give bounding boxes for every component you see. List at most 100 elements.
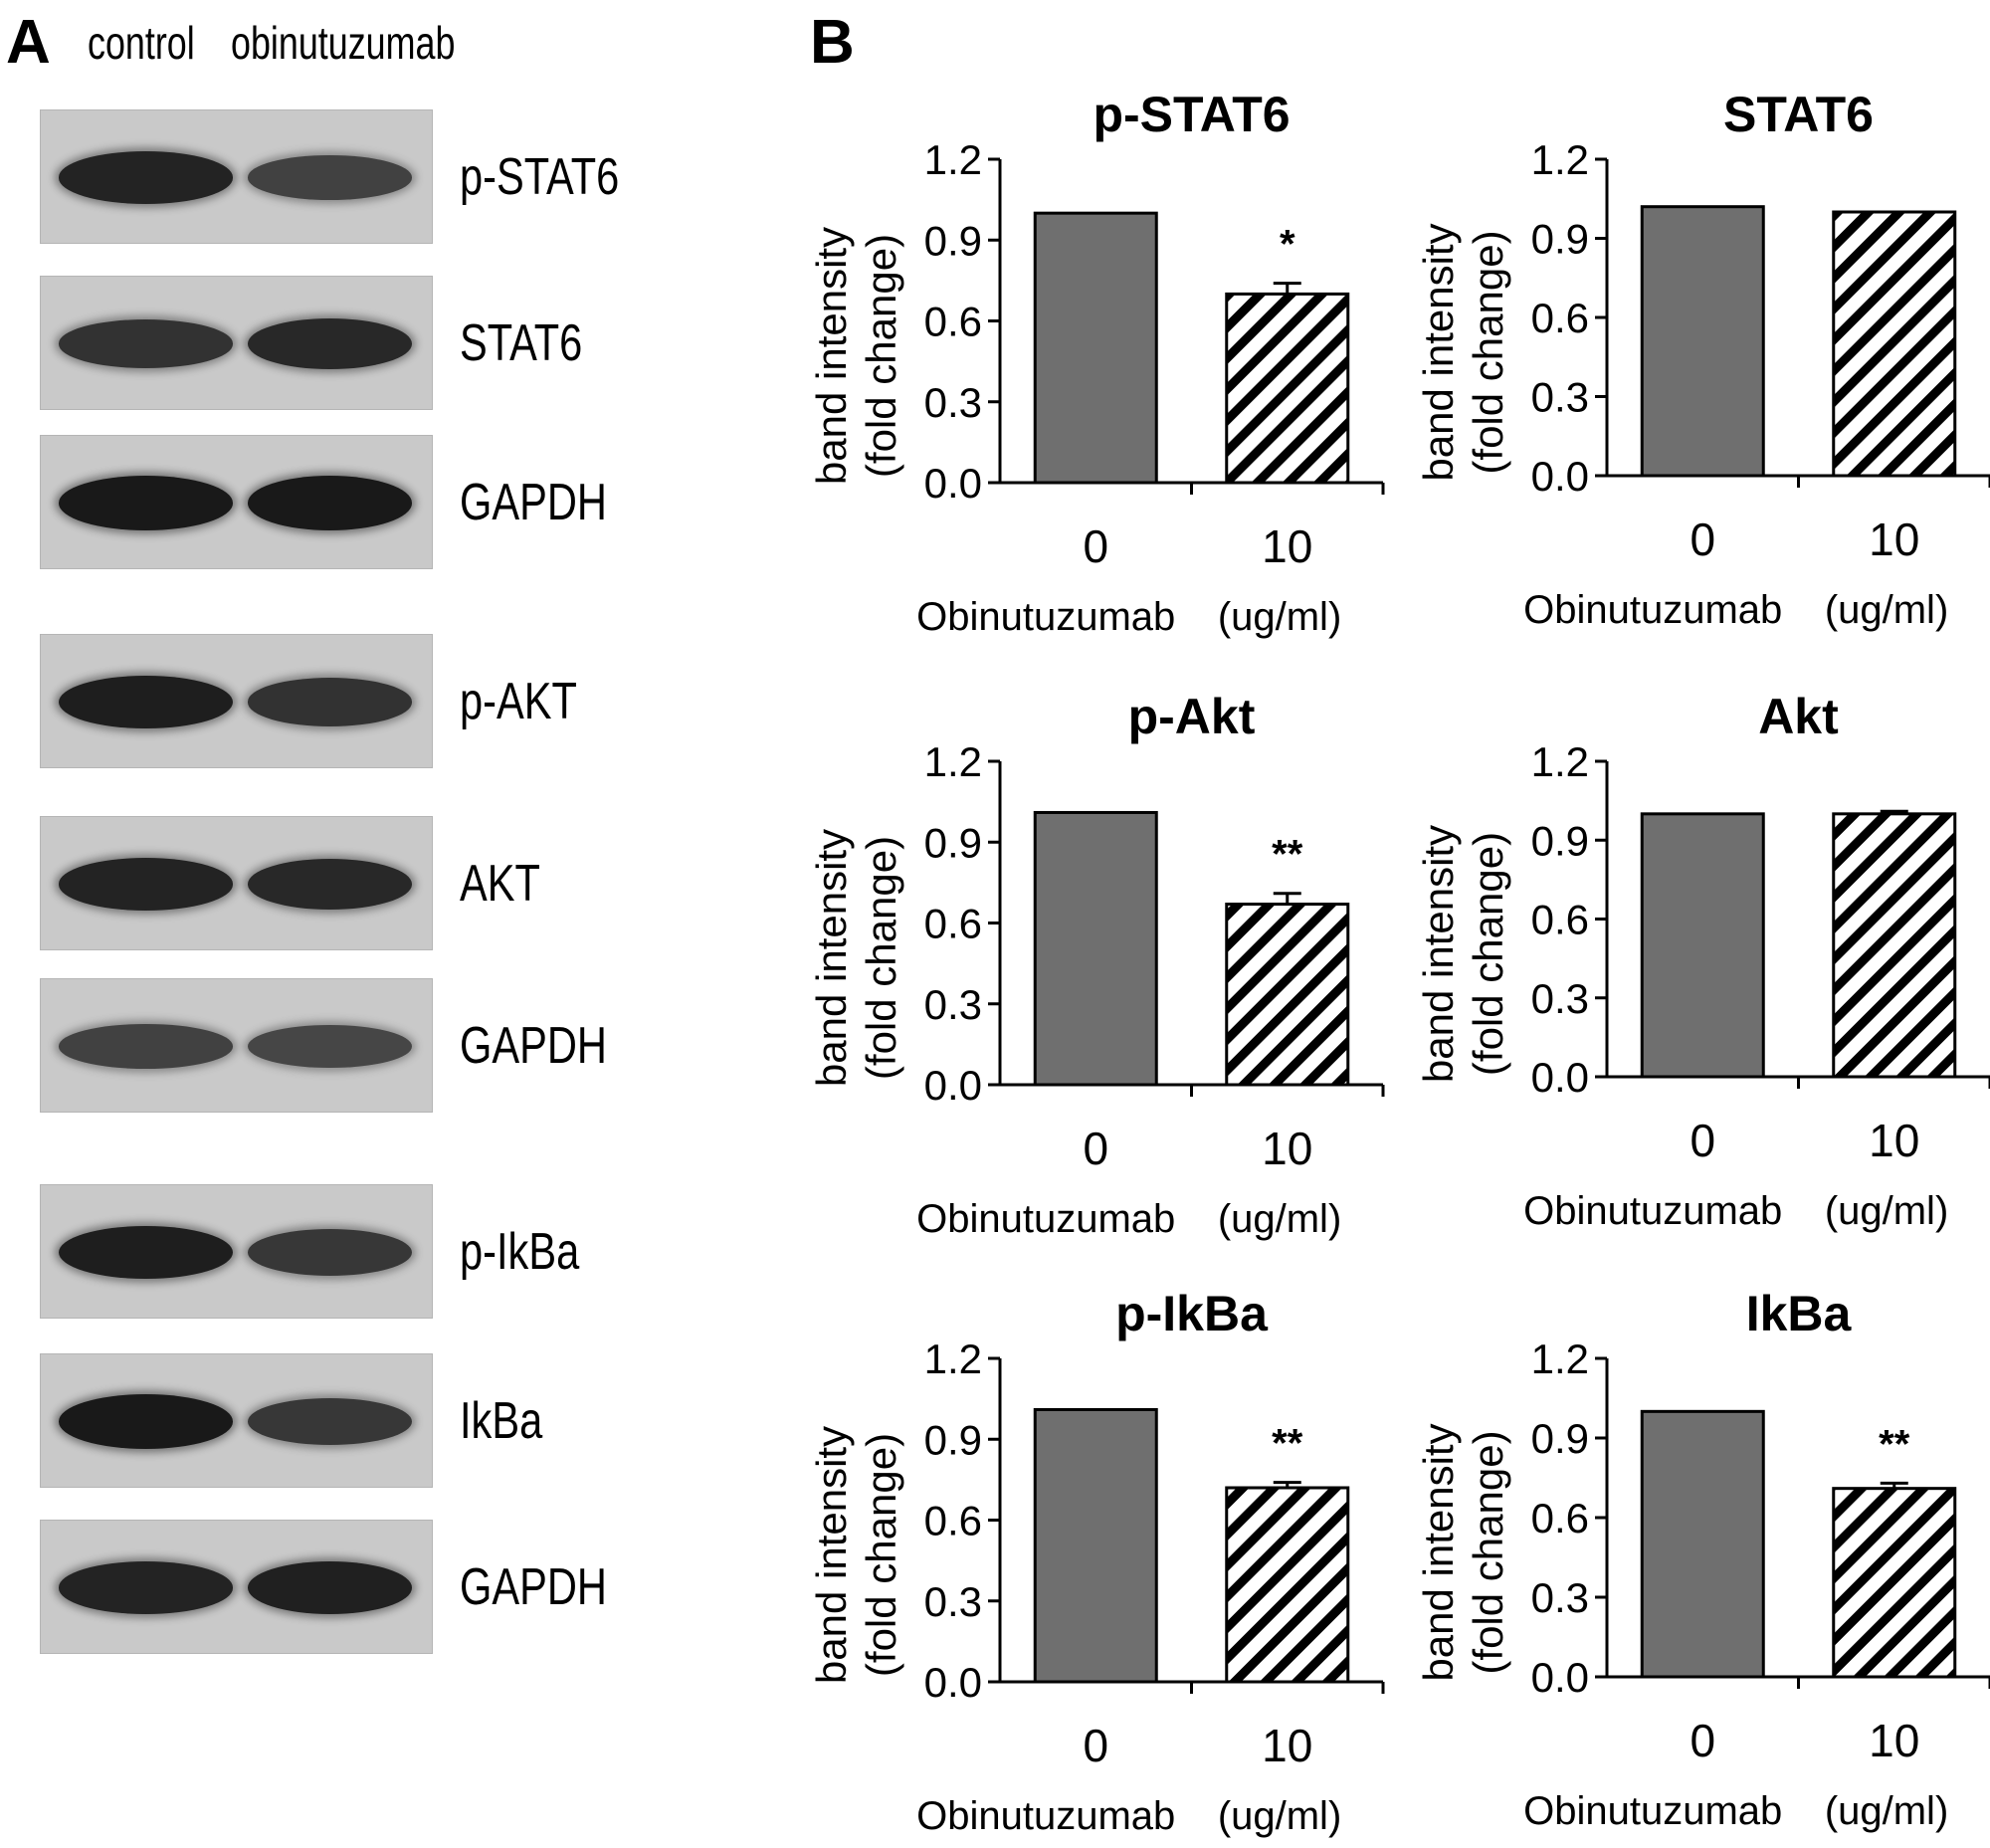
chart-title: Akt bbox=[1758, 689, 1839, 744]
blot-label: GAPDH bbox=[460, 473, 607, 531]
x-axis-label: Obinutuzumab bbox=[1523, 1789, 1782, 1833]
band-treated bbox=[248, 1398, 412, 1445]
bar-control bbox=[1033, 810, 1158, 1087]
x-axis-unit: (ug/ml) bbox=[1825, 588, 1948, 632]
x-tick-label: 10 bbox=[1262, 1720, 1312, 1771]
x-tick-label: 10 bbox=[1262, 520, 1312, 572]
y-tick-label: 0.9 bbox=[1531, 216, 1589, 263]
y-axis-label: band intensity bbox=[808, 1426, 855, 1684]
y-tick-label: 0.3 bbox=[1531, 374, 1589, 421]
y-axis-label-units: (fold change) bbox=[1465, 230, 1511, 474]
band-control bbox=[59, 319, 233, 368]
y-tick-label: 0.9 bbox=[1531, 1415, 1589, 1462]
x-axis-label: Obinutuzumab bbox=[916, 595, 1175, 639]
band-treated bbox=[248, 476, 412, 530]
y-tick-label: 0.0 bbox=[1531, 453, 1589, 500]
y-tick-label: 0.0 bbox=[1531, 1654, 1589, 1701]
y-axis-label: band intensity bbox=[808, 227, 855, 485]
y-tick-label: 1.2 bbox=[924, 738, 982, 785]
y-tick-label: 1.2 bbox=[1531, 136, 1589, 183]
blot-strip bbox=[40, 435, 433, 569]
x-tick-label: 0 bbox=[1690, 513, 1715, 565]
x-tick-label: 0 bbox=[1690, 1715, 1715, 1766]
bar-treated bbox=[1832, 210, 1957, 478]
x-axis-unit: (ug/ml) bbox=[1218, 1794, 1341, 1838]
band-treated bbox=[248, 1561, 412, 1614]
y-axis-label-units: (fold change) bbox=[1465, 832, 1511, 1076]
blot-label: GAPDH bbox=[460, 1016, 607, 1075]
x-tick-label: 10 bbox=[1262, 1123, 1312, 1174]
bar-control bbox=[1033, 211, 1158, 485]
y-tick-label: 0.3 bbox=[924, 379, 982, 426]
x-tick-label: 0 bbox=[1083, 1720, 1108, 1771]
x-axis-label: Obinutuzumab bbox=[1523, 1189, 1782, 1233]
x-tick-label: 0 bbox=[1083, 520, 1108, 572]
bar-treated bbox=[1225, 903, 1350, 1087]
y-axis-label: band intensity bbox=[1415, 1423, 1462, 1681]
x-tick-label: 10 bbox=[1869, 1115, 1919, 1166]
blot-label: GAPDH bbox=[460, 1557, 607, 1616]
y-axis-label: band intensity bbox=[808, 829, 855, 1087]
y-axis-label: band intensity bbox=[1415, 223, 1462, 481]
blot-label: AKT bbox=[460, 854, 540, 913]
panel-a-letter: A bbox=[6, 8, 51, 77]
band-control bbox=[59, 151, 233, 204]
blot-label: STAT6 bbox=[460, 313, 583, 372]
bar-control bbox=[1640, 1409, 1765, 1679]
x-tick-label: 0 bbox=[1083, 1123, 1108, 1174]
band-treated bbox=[248, 1025, 412, 1068]
significance-marker: ** bbox=[1879, 1422, 1910, 1466]
bar-control bbox=[1640, 205, 1765, 478]
band-treated bbox=[248, 1229, 412, 1276]
band-treated bbox=[248, 859, 412, 910]
x-axis-label: Obinutuzumab bbox=[916, 1794, 1175, 1838]
bar-treated bbox=[1225, 292, 1350, 485]
x-tick-label: 0 bbox=[1690, 1115, 1715, 1166]
chart-title: IkBa bbox=[1746, 1286, 1853, 1341]
y-tick-label: 1.2 bbox=[1531, 1335, 1589, 1382]
chart-title: STAT6 bbox=[1723, 87, 1874, 142]
y-tick-label: 0.6 bbox=[1531, 897, 1589, 943]
band-treated bbox=[248, 318, 412, 369]
y-tick-label: 0.6 bbox=[1531, 295, 1589, 341]
bar-treated bbox=[1832, 1487, 1957, 1679]
x-tick-label: 10 bbox=[1869, 513, 1919, 565]
chart-title: p-Akt bbox=[1128, 689, 1256, 744]
blot-strip bbox=[40, 978, 433, 1113]
band-treated bbox=[248, 678, 412, 726]
blot-strip bbox=[40, 816, 433, 950]
blot-label: p-AKT bbox=[460, 672, 577, 730]
panel-b-letter: B bbox=[810, 8, 855, 77]
y-tick-label: 0.0 bbox=[924, 1659, 982, 1706]
significance-marker: ** bbox=[1272, 833, 1303, 877]
y-tick-label: 0.6 bbox=[924, 1498, 982, 1544]
significance-marker: ** bbox=[1272, 1422, 1303, 1466]
y-tick-label: 0.6 bbox=[1531, 1495, 1589, 1541]
y-tick-label: 0.9 bbox=[1531, 817, 1589, 864]
x-axis-label: Obinutuzumab bbox=[916, 1197, 1175, 1241]
blot-label: p-IkBa bbox=[460, 1222, 580, 1281]
blot-strip bbox=[40, 1184, 433, 1319]
y-axis-label-units: (fold change) bbox=[858, 1433, 904, 1677]
x-axis-label: Obinutuzumab bbox=[1523, 588, 1782, 632]
y-tick-label: 0.6 bbox=[924, 901, 982, 947]
bar-treated bbox=[1225, 1486, 1350, 1684]
y-tick-label: 1.2 bbox=[1531, 738, 1589, 785]
band-control bbox=[59, 675, 233, 729]
blot-strip bbox=[40, 109, 433, 244]
y-tick-label: 0.3 bbox=[924, 1578, 982, 1625]
x-axis-unit: (ug/ml) bbox=[1825, 1789, 1948, 1833]
y-tick-label: 1.2 bbox=[924, 136, 982, 183]
bar-control bbox=[1033, 1407, 1158, 1684]
x-axis-unit: (ug/ml) bbox=[1825, 1189, 1948, 1233]
y-tick-label: 0.6 bbox=[924, 299, 982, 345]
lane-label-obinutuzumab: obinutuzumab bbox=[231, 17, 456, 69]
y-axis-label-units: (fold change) bbox=[858, 836, 904, 1080]
x-axis-unit: (ug/ml) bbox=[1218, 595, 1341, 639]
x-axis-unit: (ug/ml) bbox=[1218, 1197, 1341, 1241]
band-control bbox=[59, 1024, 233, 1069]
y-tick-label: 0.3 bbox=[1531, 1574, 1589, 1621]
y-tick-label: 0.0 bbox=[924, 460, 982, 507]
blot-strip bbox=[40, 634, 433, 768]
y-tick-label: 0.3 bbox=[924, 981, 982, 1028]
